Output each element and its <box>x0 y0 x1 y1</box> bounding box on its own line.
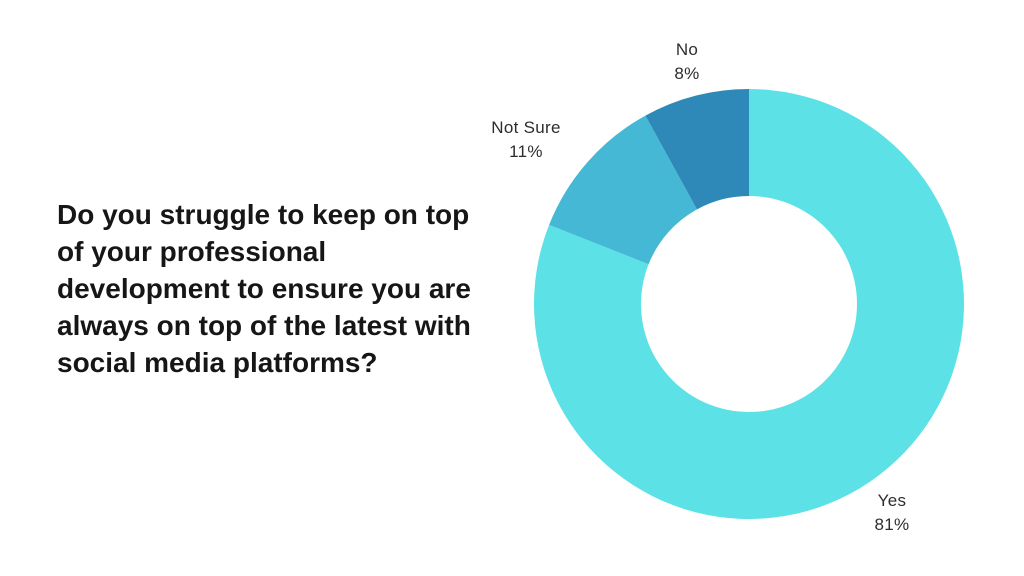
slice-label-no: No 8% <box>674 38 699 86</box>
donut-slice-yes <box>534 89 965 519</box>
question-line: development to ensure you are <box>57 273 471 304</box>
donut-slice-not-sure <box>549 115 697 265</box>
slice-label-not-sure-value: 11% <box>509 142 543 161</box>
question-line: always on top of the latest with <box>57 310 471 341</box>
slice-label-yes-value: 81% <box>874 515 910 534</box>
slice-label-not-sure: Not Sure 11% <box>491 116 561 164</box>
slice-label-no-name: No <box>675 40 699 59</box>
chart-question-title: Do you struggle to keep on top of your p… <box>57 196 527 381</box>
slice-label-no-value: 8% <box>674 64 700 83</box>
question-line: Do you struggle to keep on top <box>57 199 470 230</box>
slice-label-yes-name: Yes <box>877 491 907 510</box>
donut-slice-no <box>645 89 749 210</box>
slice-label-yes: Yes 81% <box>875 489 910 537</box>
slice-label-not-sure-name: Not Sure <box>491 118 561 137</box>
question-line: of your professional <box>57 236 327 267</box>
question-line: social media platforms? <box>57 347 378 378</box>
